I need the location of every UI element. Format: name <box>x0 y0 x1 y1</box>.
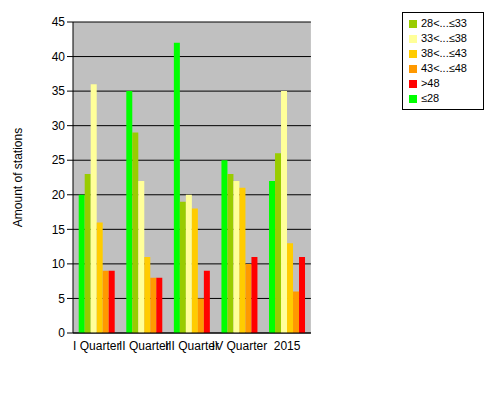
svg-text:2015: 2015 <box>274 339 301 353</box>
svg-text:35: 35 <box>52 84 66 98</box>
svg-text:20: 20 <box>52 188 66 202</box>
svg-text:40: 40 <box>52 50 66 64</box>
svg-text:IV Quarter: IV Quarter <box>212 339 267 353</box>
svg-text:5: 5 <box>58 292 65 306</box>
svg-text:45: 45 <box>52 15 66 29</box>
svg-text:15: 15 <box>52 223 66 237</box>
svg-text:25: 25 <box>52 153 66 167</box>
html-text:≤28: ≤28 <box>420 92 440 104</box>
html-text:43<...≤48: 43<...≤48 <box>420 62 467 74</box>
svg-text:10: 10 <box>52 257 66 271</box>
html-text:28<...≤33: 28<...≤33 <box>420 17 467 29</box>
svg-text:Amount of stations: Amount of stations <box>11 128 25 227</box>
svg-text:III Quarter: III Quarter <box>165 339 219 353</box>
svg-text:0: 0 <box>58 326 65 340</box>
svg-text:30: 30 <box>52 119 66 133</box>
html-text:33<...≤38: 33<...≤38 <box>420 32 467 44</box>
svg-text:I Quarter: I Quarter <box>73 339 120 353</box>
svg-text:II Quarter: II Quarter <box>119 339 170 353</box>
html-text:>48: >48 <box>420 77 440 89</box>
html-text:38<...≤43: 38<...≤43 <box>420 47 467 59</box>
